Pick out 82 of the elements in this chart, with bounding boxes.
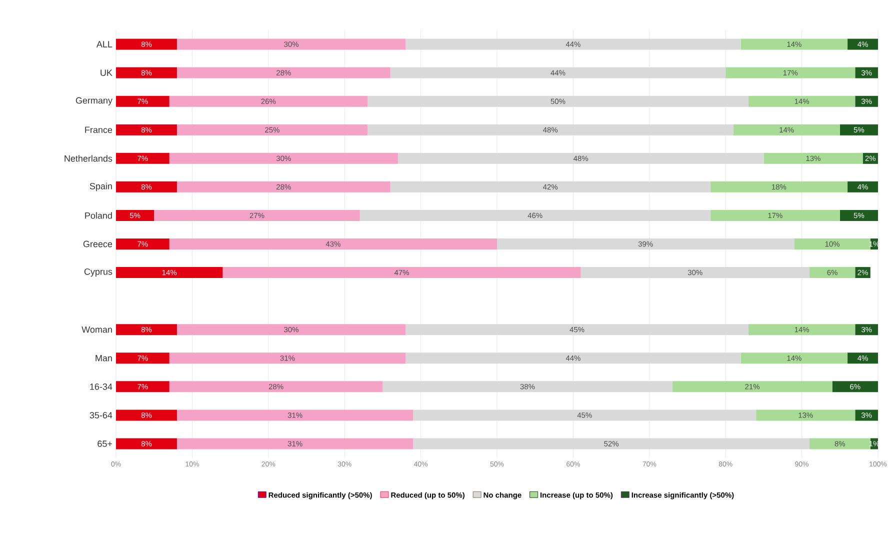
bar [154, 210, 360, 221]
y-tick-label: Poland [85, 212, 112, 219]
bar [848, 38, 878, 50]
bar [840, 124, 878, 136]
bar [116, 352, 170, 364]
bar [360, 210, 710, 221]
bar [748, 324, 856, 336]
bar [116, 124, 177, 136]
bar [176, 124, 368, 136]
y-tick-label: ALL [96, 41, 112, 48]
bar [176, 410, 414, 421]
y-tick-label: UK [100, 70, 112, 76]
bar [116, 67, 177, 78]
y-tick-label: Germany [76, 97, 112, 106]
bar [169, 152, 398, 164]
bar [390, 67, 726, 78]
y-tick-label: Netherlands [64, 155, 112, 162]
bar [169, 96, 368, 107]
bar [406, 352, 741, 364]
bar [116, 181, 177, 192]
bar [116, 438, 177, 450]
bar [169, 238, 498, 250]
bar [497, 238, 794, 250]
y-tick-label: Man [96, 354, 112, 362]
bar [862, 152, 878, 164]
bar [176, 38, 406, 50]
bar [710, 181, 848, 192]
bar [116, 381, 170, 392]
bar [855, 96, 878, 107]
y-tick-label: Woman [82, 326, 112, 333]
y-tick-label: Spain [90, 182, 112, 192]
bar [740, 352, 848, 364]
bar [809, 438, 870, 450]
bar [116, 410, 177, 421]
y-tick-label: 65+ [98, 440, 112, 447]
bar [116, 96, 170, 107]
bar [116, 324, 177, 336]
bar [169, 352, 406, 364]
bar [413, 438, 810, 450]
bar [710, 210, 840, 221]
bar [840, 210, 878, 221]
bar [855, 67, 878, 78]
y-tick-label: France [85, 126, 112, 134]
bar [176, 67, 390, 78]
bar [740, 38, 848, 50]
bar [672, 381, 832, 392]
bar [848, 352, 878, 364]
bar [176, 438, 414, 450]
bar [116, 267, 223, 278]
bar [855, 267, 870, 278]
bar [848, 181, 878, 192]
y-tick-label: Cyprus [84, 268, 112, 277]
bar [367, 96, 748, 107]
bar [855, 410, 878, 421]
bar [413, 410, 756, 421]
bar [726, 67, 856, 78]
bar [116, 238, 170, 250]
bar [116, 152, 170, 164]
bar [176, 324, 406, 336]
bar [832, 381, 878, 392]
bar [116, 38, 177, 50]
bar [367, 124, 734, 136]
bar [176, 181, 390, 192]
bar [809, 267, 856, 278]
y-tick-label: Greece [83, 240, 112, 248]
bar [390, 181, 710, 192]
bar [169, 381, 383, 392]
bar [222, 267, 581, 278]
y-tick-label: 16-34 [90, 383, 112, 390]
bar [764, 152, 863, 164]
y-tick-label: 35-64 [90, 412, 112, 418]
bar [855, 324, 878, 336]
bar [382, 381, 672, 392]
bar [733, 124, 840, 136]
bar [116, 210, 154, 221]
bar [398, 152, 764, 164]
bar [406, 324, 748, 336]
bar [756, 410, 856, 421]
bar [580, 267, 810, 278]
bar [748, 96, 856, 107]
bar [794, 238, 870, 250]
bar [406, 38, 741, 50]
